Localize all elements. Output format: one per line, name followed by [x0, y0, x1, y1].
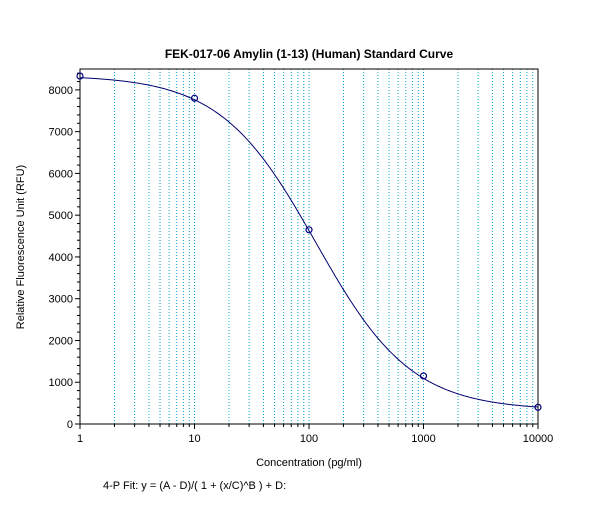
- data-point: [305, 226, 313, 234]
- y-tick-label: 6000: [49, 168, 73, 180]
- x-tick-label: 100: [300, 433, 318, 445]
- y-tick-label: 7000: [49, 127, 73, 139]
- y-axis: 0 1000 2000 3000 4000 5000 6000 7000 8000: [49, 72, 80, 431]
- x-tick-label: 1000: [411, 433, 435, 445]
- data-point: [419, 372, 428, 380]
- y-tick-label: 0: [67, 419, 73, 431]
- x-tick-label: 1: [77, 433, 83, 445]
- x-tick-label: 10000: [523, 433, 554, 445]
- fit-curve: [79, 77, 539, 408]
- data-points: [76, 72, 542, 411]
- x-tick-label: 10: [188, 433, 200, 445]
- data-point: [190, 94, 199, 102]
- y-tick-label: 5000: [49, 210, 73, 222]
- y-axis-label: Relative Fluorescence Unit (RFU): [15, 165, 27, 329]
- fit-equation: 4-P Fit: y = (A - D)/( 1 + (x/C)^B ) + D…: [103, 480, 287, 492]
- x-axis: 1 10 100 1000 10000: [77, 424, 553, 445]
- y-tick-label: 1000: [49, 377, 73, 389]
- grid-lines: [113, 69, 534, 424]
- y-tick-label: 3000: [49, 294, 73, 306]
- y-tick-label: 4000: [49, 252, 73, 264]
- data-point: [76, 72, 84, 80]
- x-axis-label: Concentration (pg/ml): [256, 457, 362, 469]
- y-tick-label: 8000: [49, 85, 73, 97]
- data-point: [534, 403, 542, 411]
- chart-title: FEK-017-06 Amylin (1-13) (Human) Standar…: [165, 47, 454, 61]
- y-tick-label: 2000: [49, 335, 73, 347]
